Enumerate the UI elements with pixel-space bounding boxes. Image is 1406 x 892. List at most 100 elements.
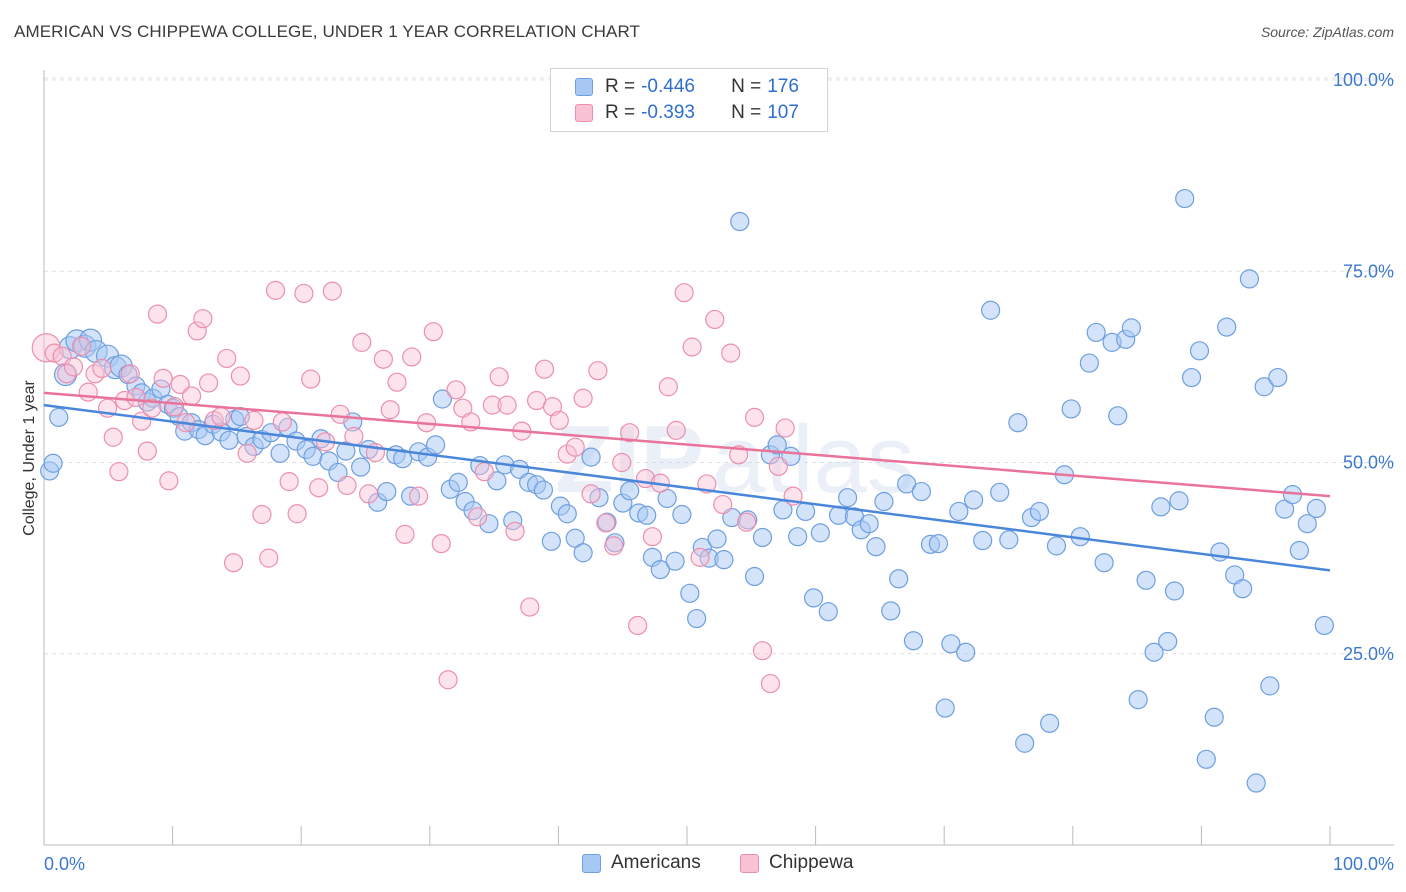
american-point — [999, 530, 1019, 550]
american-point — [866, 537, 886, 557]
american-point — [903, 631, 924, 651]
chippewa-point — [596, 513, 616, 533]
chippewa-point — [674, 283, 694, 303]
chippewa-point — [438, 670, 458, 690]
american-point — [672, 504, 692, 525]
american-point — [219, 430, 239, 450]
series-legend-americans[interactable]: Americans — [582, 852, 701, 874]
chippewa-point — [474, 462, 494, 482]
chippewa-point — [330, 404, 350, 424]
chippewa-point — [387, 372, 407, 392]
american-point — [1079, 353, 1099, 373]
chippewa-point — [217, 348, 237, 369]
american-point — [637, 505, 657, 525]
chippewa-points — [31, 280, 803, 694]
american-point — [1260, 676, 1280, 696]
american-point — [767, 435, 787, 455]
chippewa-point — [63, 357, 84, 377]
american-point — [1175, 188, 1195, 209]
american-point — [620, 481, 640, 501]
axes — [43, 70, 1394, 846]
legend-n-value-chippewa: 107 — [767, 102, 799, 123]
american-point — [1128, 690, 1148, 710]
chippewa-point — [565, 437, 585, 457]
series-legend-americans-label: Americans — [611, 852, 701, 873]
chippewa-point — [147, 304, 168, 324]
chippewa-point — [120, 364, 140, 384]
american-point — [1136, 570, 1156, 590]
chippewa-point — [482, 395, 502, 415]
american-point — [377, 481, 397, 502]
chippewa-point — [164, 397, 185, 417]
legend-n-label: N = — [731, 102, 762, 123]
american-point — [573, 543, 593, 563]
chippewa-point — [775, 418, 795, 438]
chippewa-point — [697, 474, 717, 494]
chippewa-point — [534, 359, 555, 379]
chippewa-point — [721, 343, 741, 363]
american-point — [1144, 642, 1164, 662]
x-tick-label-max: 100.0% — [1333, 854, 1394, 874]
american-point — [1189, 341, 1210, 361]
series-legend-chippewa[interactable]: Chippewa — [740, 852, 854, 874]
american-point — [1196, 749, 1216, 769]
chippewa-point — [373, 349, 393, 369]
chippewa-point — [431, 533, 451, 554]
chippewa-trend-line — [43, 391, 1331, 498]
chippewa-point — [408, 486, 429, 506]
american-point — [541, 531, 561, 551]
american-point — [665, 551, 685, 571]
american-point — [565, 528, 585, 548]
chippewa-point — [126, 387, 146, 408]
american-point — [448, 472, 468, 492]
chippewa-point — [729, 445, 749, 465]
american-point — [1204, 707, 1224, 727]
chippewa-point — [628, 615, 648, 636]
chippewa-point — [223, 553, 244, 573]
chippewa-point — [181, 386, 202, 406]
chippewa-point — [520, 597, 540, 617]
chippewa-point — [768, 456, 788, 476]
chippewa-point — [642, 527, 662, 547]
chippewa-point — [252, 504, 272, 525]
chippewa-point — [581, 484, 601, 504]
chippewa-point — [573, 388, 593, 408]
american-point — [796, 501, 816, 522]
chippewa-point — [489, 367, 509, 387]
y-tick-label: 25.0% — [1343, 644, 1394, 664]
american-point — [963, 490, 984, 510]
american-point — [1289, 540, 1309, 561]
x-tick-label-min: 0.0% — [44, 854, 85, 874]
series-swatch-americans — [582, 853, 601, 873]
trend-lines — [43, 391, 1331, 572]
legend-swatch-americans — [575, 78, 593, 96]
chippewa-point — [198, 373, 219, 393]
chippewa-point — [309, 478, 329, 498]
chippewa-point — [142, 398, 162, 418]
chippewa-point — [187, 321, 207, 341]
legend-row-americans: R = -0.446 N = 176 — [575, 75, 799, 99]
american-point — [1254, 377, 1274, 397]
american-point — [1233, 579, 1253, 599]
chart-title: AMERICAN VS CHIPPEWA COLLEGE, UNDER 1 YE… — [14, 22, 641, 41]
chippewa-point — [557, 444, 577, 464]
american-point — [270, 443, 290, 463]
american-point — [1151, 497, 1171, 517]
chippewa-point — [744, 407, 765, 427]
american-point — [1108, 406, 1128, 426]
american-point — [1268, 367, 1288, 388]
legend-row-chippewa: R = -0.393 N = 107 — [575, 101, 799, 125]
chippewa-point — [760, 673, 781, 694]
y-tick-label: 50.0% — [1343, 453, 1394, 473]
american-point — [597, 512, 617, 532]
american-point — [1217, 317, 1237, 337]
american-point — [973, 530, 993, 551]
american-point — [714, 550, 734, 570]
chippewa-point — [505, 521, 525, 541]
american-point — [328, 462, 348, 483]
y-tick-labels: 25.0% 50.0% 75.0% 100.0% — [1333, 70, 1394, 664]
chippewa-point — [71, 336, 92, 356]
american-point — [533, 480, 554, 500]
chippewa-point — [446, 380, 466, 400]
series-legend-chippewa-label: Chippewa — [769, 852, 854, 873]
